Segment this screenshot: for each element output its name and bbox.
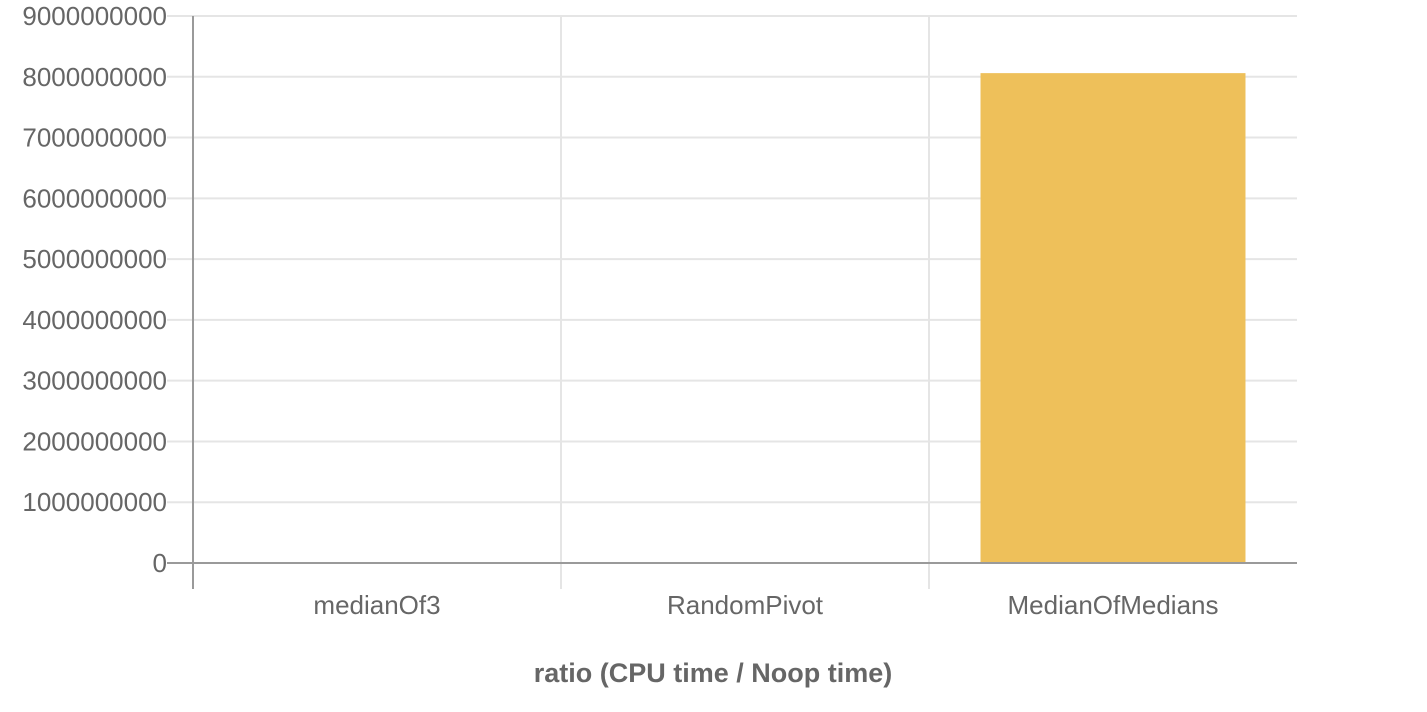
y-tick-label: 6000000000 — [22, 183, 167, 213]
y-tick-label: 9000000000 — [22, 1, 167, 31]
x-tick-label: MedianOfMedians — [1008, 590, 1219, 620]
grid-layer — [167, 15, 1297, 589]
labels-layer: 0 1000000000 2000000000 3000000000 400000000… — [22, 1, 1218, 620]
y-tick-label: 3000000000 — [22, 366, 167, 396]
y-tick-label: 2000000000 — [22, 426, 167, 456]
x-axis-title: ratio (CPU time / Noop time) — [534, 658, 893, 688]
y-tick-label: 1000000000 — [22, 487, 167, 517]
y-tick-label: 0 — [153, 548, 167, 578]
x-tick-label: RandomPivot — [667, 590, 824, 620]
axes-layer — [167, 16, 1297, 589]
x-tick-label: medianOf3 — [313, 590, 440, 620]
bar-medianofmedians — [980, 73, 1246, 564]
bars-layer — [980, 73, 1246, 564]
y-tick-label: 7000000000 — [22, 123, 167, 153]
y-tick-label: 5000000000 — [22, 244, 167, 274]
y-tick-label: 8000000000 — [22, 62, 167, 92]
y-tick-label: 4000000000 — [22, 305, 167, 335]
